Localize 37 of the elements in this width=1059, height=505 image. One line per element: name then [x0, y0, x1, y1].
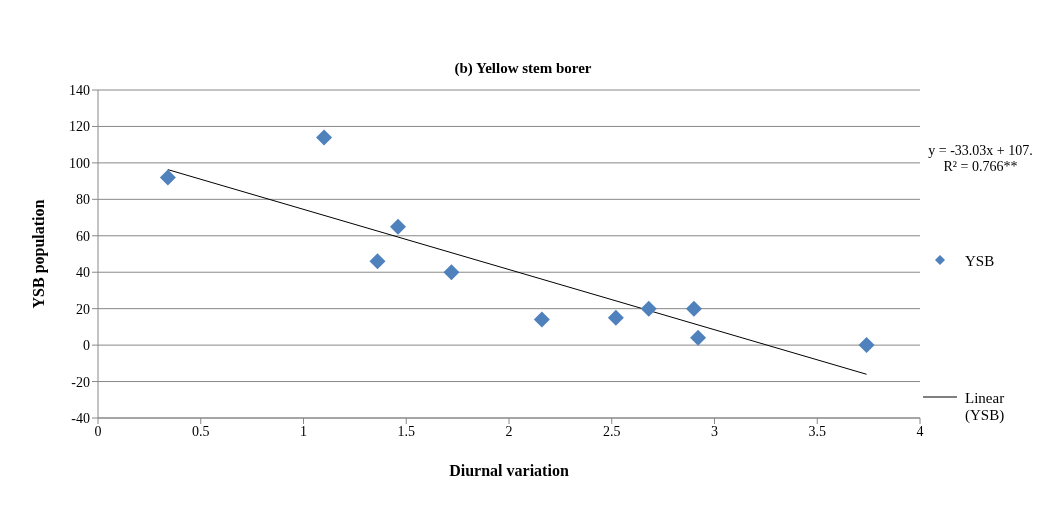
y-tick-label: 140	[69, 82, 90, 98]
y-tick-label: -20	[71, 374, 90, 390]
point	[533, 311, 550, 328]
x-tick-label: 2.5	[603, 423, 621, 439]
y-tick-label: 20	[76, 301, 90, 317]
y-tick-label: 100	[69, 155, 90, 171]
x-tick-label: 3.5	[808, 423, 826, 439]
x-tick-label: 1	[300, 423, 307, 439]
point	[685, 300, 702, 317]
point	[607, 309, 624, 326]
point	[316, 129, 333, 146]
y-tick-label: 40	[76, 265, 90, 281]
legend-label: Linear (YSB)	[965, 390, 1006, 424]
point	[390, 218, 407, 235]
point	[858, 337, 875, 354]
point	[443, 264, 460, 281]
x-tick-label: 3	[711, 423, 718, 439]
point	[159, 169, 176, 186]
point	[369, 253, 386, 270]
chart-title: (b) Yellow stem borer	[453, 60, 593, 77]
y-tick-label: -40	[71, 410, 90, 426]
x-tick-label: 2	[505, 423, 513, 439]
legend-label: YSB	[965, 253, 996, 270]
y-tick-label: 80	[76, 192, 90, 208]
x-axis-title: Diurnal variation	[449, 462, 569, 479]
y-axis-title: YSB population	[29, 199, 48, 309]
point	[690, 329, 707, 346]
x-tick-label: 1.5	[397, 423, 415, 439]
y-tick-label: 60	[76, 228, 90, 244]
point	[640, 300, 657, 317]
text: y = -33.03x + 107.	[927, 143, 1034, 159]
y-tick-label: 120	[69, 119, 90, 135]
text: R² = 0.766**	[942, 159, 1019, 175]
x-tick-label: 0.5	[192, 423, 210, 439]
x-tick-label: 0	[94, 423, 102, 439]
y-tick-label: 0	[83, 338, 90, 354]
x-tick-label: 4	[916, 423, 924, 439]
